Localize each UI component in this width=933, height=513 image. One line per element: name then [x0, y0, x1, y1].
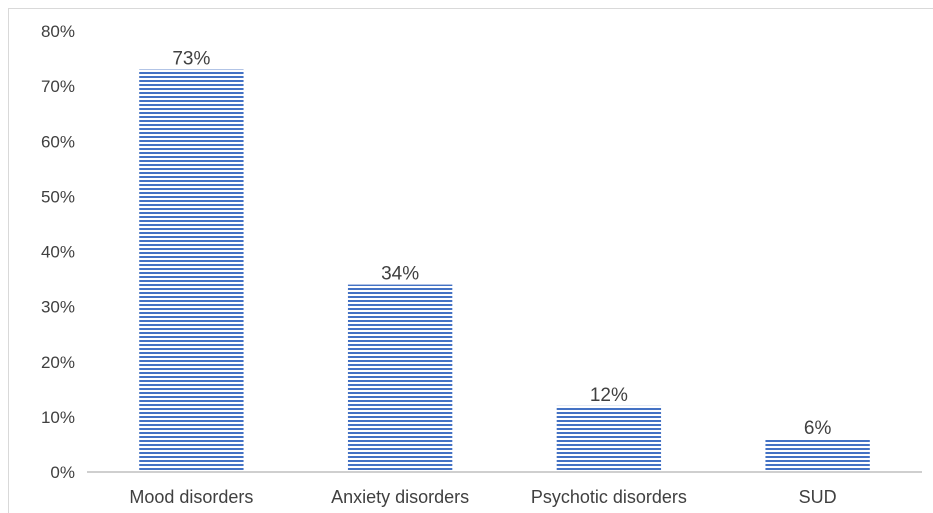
bar-value-label: 12%	[590, 385, 628, 406]
bars: 73% 34% 12% 6%	[139, 49, 870, 473]
y-tick-label: 40%	[41, 243, 75, 262]
bar	[139, 69, 244, 473]
y-axis: 0% 10% 20% 30% 40% 50% 60% 70% 80%	[41, 22, 75, 482]
bar-value-label: 6%	[804, 418, 832, 439]
y-tick-label: 60%	[41, 132, 75, 151]
bar	[347, 284, 453, 472]
y-tick-label: 80%	[41, 22, 75, 41]
chart-frame	[8, 8, 933, 513]
y-tick-label: 50%	[41, 187, 75, 206]
bar-value-label: 34%	[381, 264, 419, 285]
y-tick-label: 20%	[41, 353, 75, 372]
bar	[765, 438, 870, 472]
y-tick-label: 10%	[41, 408, 75, 427]
x-axis: Mood disorders Anxiety disorders Psychotic…	[87, 471, 922, 507]
y-tick-label: 30%	[41, 298, 75, 317]
y-tick-label: 70%	[41, 77, 75, 96]
bar	[556, 405, 662, 472]
x-category-label: SUD	[799, 487, 837, 507]
y-tick-label: 0%	[50, 463, 75, 482]
bar-value-label: 73%	[172, 49, 210, 70]
x-category-label: Mood disorders	[129, 487, 253, 507]
x-category-label: Psychotic disorders	[531, 487, 687, 507]
x-category-label: Anxiety disorders	[331, 487, 469, 507]
